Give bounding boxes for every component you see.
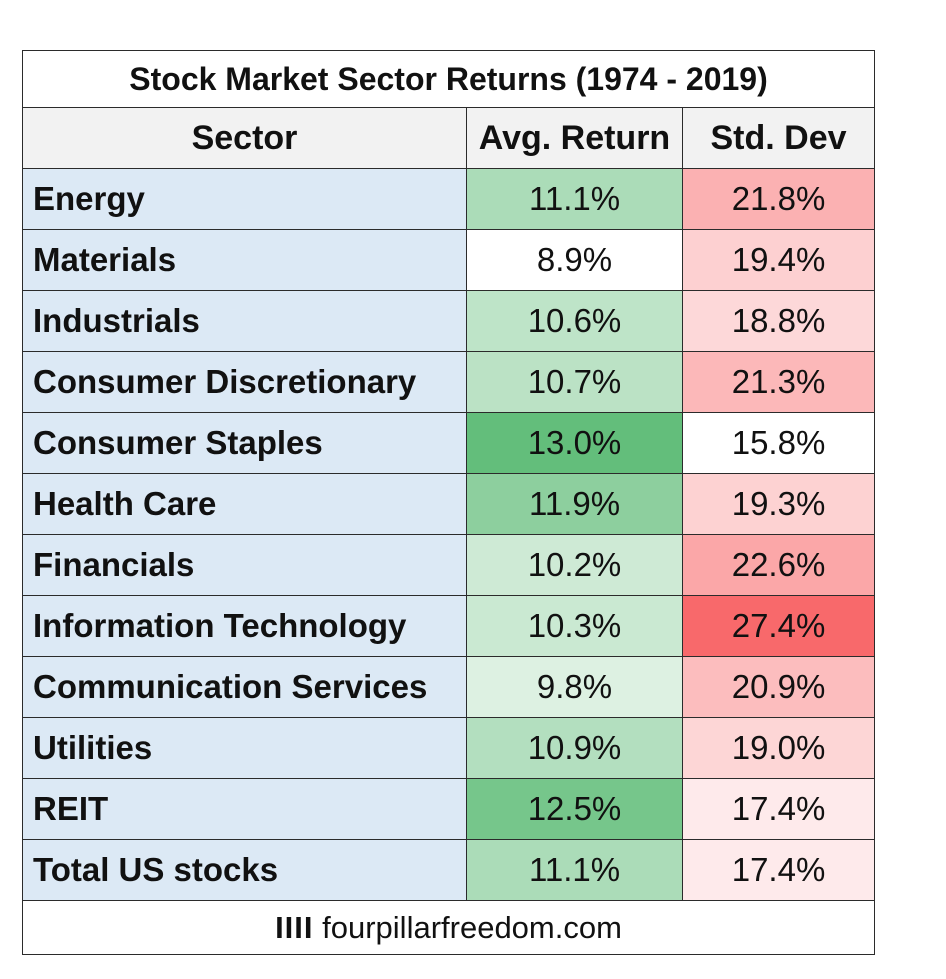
avg-return-value: 9.8%	[466, 656, 683, 718]
column-header-avg-return: Avg. Return	[466, 107, 683, 169]
table-row: Financials 10.2% 22.6%	[22, 534, 876, 596]
footer-row: IIII fourpillarfreedom.com	[21, 900, 876, 955]
avg-return-value: 10.6%	[466, 290, 683, 352]
std-dev-value: 18.8%	[681, 290, 876, 352]
std-dev-value: 19.4%	[681, 229, 876, 291]
table-row: Communication Services 9.8% 20.9%	[22, 656, 876, 718]
std-dev-value: 15.8%	[681, 412, 876, 474]
table-row: Information Technology 10.3% 27.4%	[22, 595, 876, 657]
std-dev-value: 20.9%	[681, 656, 876, 718]
logo-mark: IIII	[275, 909, 314, 945]
sector-name: Industrials	[22, 290, 467, 352]
table-row: REIT 12.5% 17.4%	[22, 778, 876, 840]
std-dev-value: 27.4%	[681, 595, 876, 657]
table-row: Materials 8.9% 19.4%	[22, 229, 876, 291]
sector-name: Information Technology	[22, 595, 467, 657]
sector-returns-table: Stock Market Sector Returns (1974 - 2019…	[21, 50, 876, 955]
footer-credit: IIII fourpillarfreedom.com	[21, 900, 876, 955]
table-row: Utilities 10.9% 19.0%	[22, 717, 876, 779]
std-dev-value: 19.0%	[681, 717, 876, 779]
std-dev-value: 19.3%	[681, 473, 876, 535]
sector-name: Consumer Discretionary	[22, 351, 467, 413]
table-row: Consumer Discretionary 10.7% 21.3%	[22, 351, 876, 413]
sector-name: Financials	[22, 534, 467, 596]
std-dev-value: 22.6%	[681, 534, 876, 596]
std-dev-value: 21.3%	[681, 351, 876, 413]
table-row: Health Care 11.9% 19.3%	[22, 473, 876, 535]
std-dev-value: 21.8%	[681, 168, 876, 230]
sector-name: Consumer Staples	[22, 412, 467, 474]
table-title: Stock Market Sector Returns (1974 - 2019…	[21, 50, 876, 108]
site-name: fourpillarfreedom.com	[322, 909, 622, 945]
table-row: Energy 11.1% 21.8%	[22, 168, 876, 230]
table-row: Consumer Staples 13.0% 15.8%	[22, 412, 876, 474]
avg-return-value: 11.1%	[466, 839, 683, 901]
column-header-std-dev: Std. Dev	[681, 107, 876, 169]
std-dev-value: 17.4%	[681, 839, 876, 901]
sector-name: Utilities	[22, 717, 467, 779]
avg-return-value: 10.9%	[466, 717, 683, 779]
table-row: Total US stocks 11.1% 17.4%	[22, 839, 876, 901]
sector-name: Health Care	[22, 473, 467, 535]
table-body: Energy 11.1% 21.8% Materials 8.9% 19.4% Indust…	[22, 168, 876, 901]
avg-return-value: 13.0%	[466, 412, 683, 474]
sector-name: Energy	[22, 168, 467, 230]
sector-name: Materials	[22, 229, 467, 291]
avg-return-value: 10.2%	[466, 534, 683, 596]
avg-return-value: 12.5%	[466, 778, 683, 840]
std-dev-value: 17.4%	[681, 778, 876, 840]
sector-name: Communication Services	[22, 656, 467, 718]
avg-return-value: 10.7%	[466, 351, 683, 413]
avg-return-value: 8.9%	[466, 229, 683, 291]
table-row: Industrials 10.6% 18.8%	[22, 290, 876, 352]
title-row: Stock Market Sector Returns (1974 - 2019…	[21, 50, 876, 108]
sector-name: REIT	[22, 778, 467, 840]
avg-return-value: 11.1%	[466, 168, 683, 230]
column-header-sector: Sector	[22, 107, 467, 169]
avg-return-value: 10.3%	[466, 595, 683, 657]
header-row: Sector Avg. Return Std. Dev	[22, 107, 876, 169]
sector-name: Total US stocks	[22, 839, 467, 901]
avg-return-value: 11.9%	[466, 473, 683, 535]
